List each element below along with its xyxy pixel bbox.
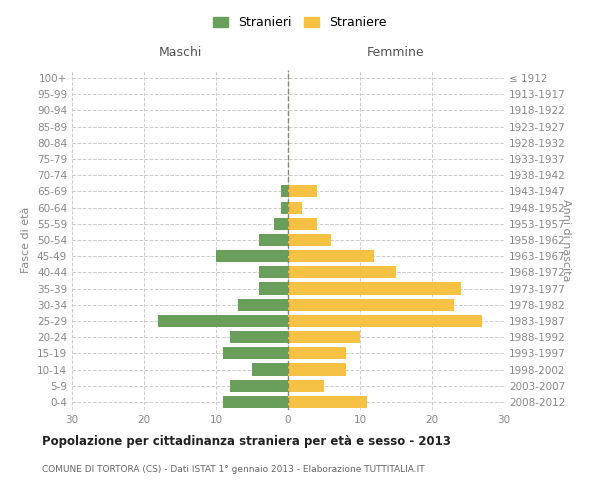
Bar: [288, 298, 454, 311]
Bar: [230, 380, 288, 392]
Bar: [288, 282, 461, 294]
Bar: [281, 202, 288, 213]
Bar: [252, 364, 288, 376]
Bar: [281, 186, 288, 198]
Bar: [288, 266, 396, 278]
Y-axis label: Fasce di età: Fasce di età: [22, 207, 31, 273]
Bar: [259, 282, 288, 294]
Text: Maschi: Maschi: [158, 46, 202, 59]
Bar: [259, 266, 288, 278]
Bar: [288, 331, 360, 343]
Bar: [259, 234, 288, 246]
Bar: [288, 218, 317, 230]
Bar: [288, 364, 346, 376]
Legend: Stranieri, Straniere: Stranieri, Straniere: [208, 11, 392, 34]
Bar: [274, 218, 288, 230]
Bar: [288, 348, 346, 360]
Y-axis label: Anni di nascita: Anni di nascita: [561, 198, 571, 281]
Bar: [288, 186, 317, 198]
Bar: [288, 396, 367, 408]
Bar: [230, 331, 288, 343]
Text: COMUNE DI TORTORA (CS) - Dati ISTAT 1° gennaio 2013 - Elaborazione TUTTITALIA.IT: COMUNE DI TORTORA (CS) - Dati ISTAT 1° g…: [42, 465, 425, 474]
Bar: [238, 298, 288, 311]
Bar: [158, 315, 288, 327]
Bar: [223, 396, 288, 408]
Bar: [288, 380, 324, 392]
Text: Popolazione per cittadinanza straniera per età e sesso - 2013: Popolazione per cittadinanza straniera p…: [42, 435, 451, 448]
Bar: [223, 348, 288, 360]
Bar: [288, 250, 374, 262]
Bar: [288, 315, 482, 327]
Bar: [288, 234, 331, 246]
Bar: [216, 250, 288, 262]
Text: Femmine: Femmine: [367, 46, 425, 59]
Bar: [288, 202, 302, 213]
